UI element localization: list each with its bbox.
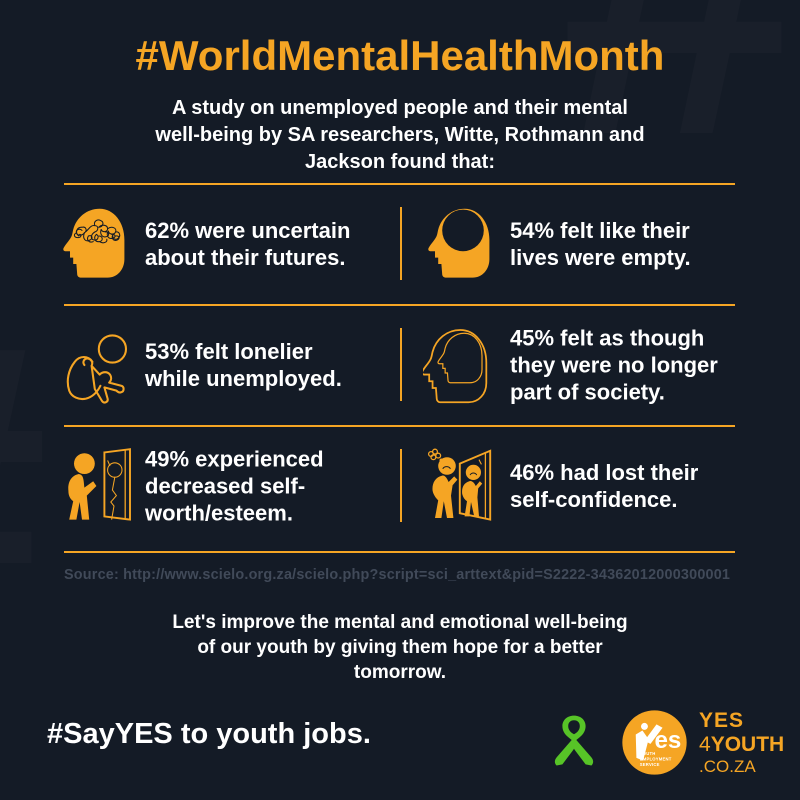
svg-text:es: es: [655, 727, 682, 754]
svg-text:SERVICE: SERVICE: [640, 762, 660, 767]
svg-text:EMPLOYMENT: EMPLOYMENT: [640, 757, 672, 762]
svg-text:YOUTH: YOUTH: [640, 751, 656, 756]
